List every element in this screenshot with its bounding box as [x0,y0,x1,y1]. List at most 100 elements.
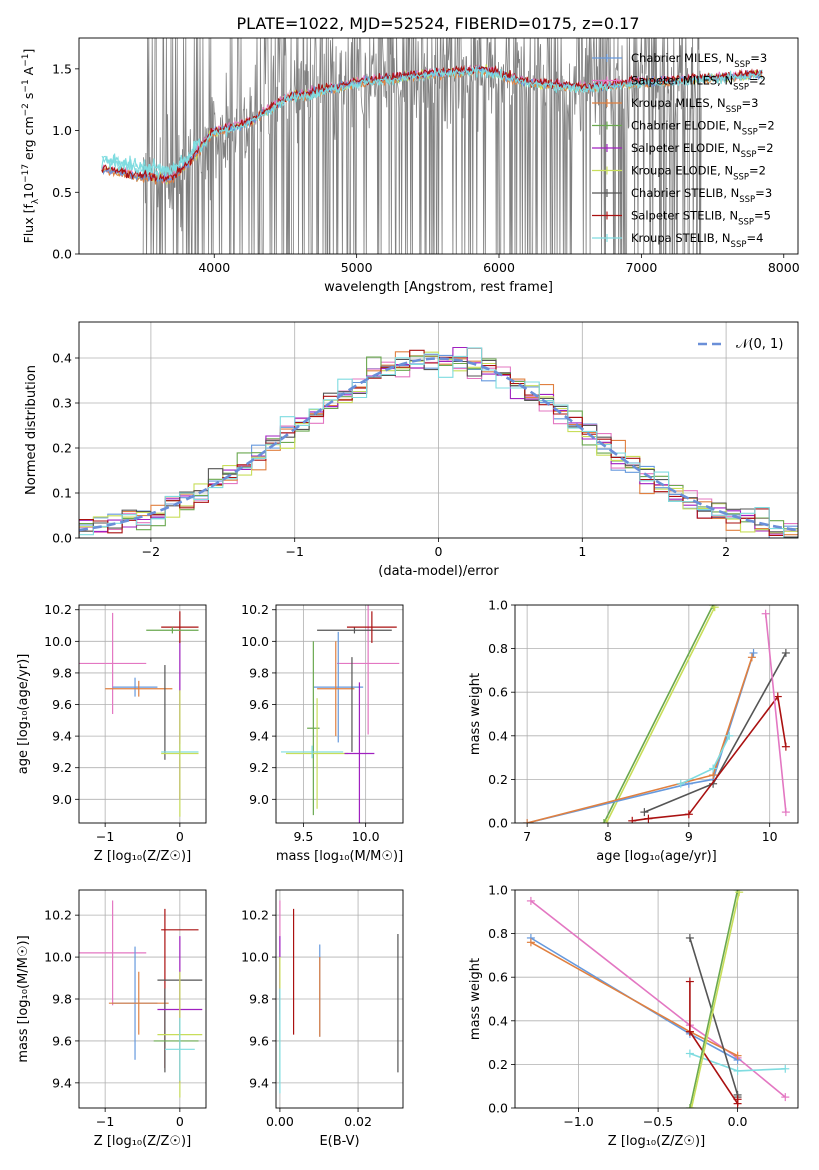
legend-name: Kroupa MILES [631,96,710,110]
legend-n-sub: SSP [731,240,747,250]
y-tick-label: 10.0 [44,950,72,965]
y-axis-label-part: ] [21,49,36,54]
axes-frame [78,321,799,539]
legend-n-eq: = [749,164,759,178]
series-layer [101,38,763,254]
plot-area [79,322,798,538]
legend-n-value: 2 [767,119,774,133]
y-tick-label: 9.8 [249,665,269,680]
y-tick-label: 0.6 [488,685,508,700]
y-axis-label-part: erg cm [21,116,36,164]
panel-massweight-vs-age: 7 8 9 10 0.0 0.2 0.4 0.6 0.8 1.0 age [log₁₀(age/yr… [468,598,799,864]
weight-line [526,652,755,823]
legend-entry: Kroupa ELODIE, NSSP=2 [631,164,766,183]
x-axis-label: Z [log₁₀(Z/Z☉)] [94,1134,191,1149]
series-layer [526,890,790,1108]
y-tick-label: 9.2 [52,760,72,775]
errorbar-kroupa-stelib [280,745,344,759]
weight-line [690,892,740,1108]
legend-name: Chabrier STELIB [631,186,723,200]
legend-entry: Kroupa STELIB, NSSP=4 [631,231,763,250]
x-tick-label: −1 [96,1114,114,1129]
x-tick-label: −1.0 [563,1114,593,1129]
y-tick-label: 9.6 [249,1033,269,1048]
y-tick-label: 9.4 [249,729,269,744]
y-tick-label: 9.0 [249,792,269,807]
legend-n-label: , N [725,141,741,155]
plot-area [515,890,798,1108]
y-tick-label: 9.8 [52,665,72,680]
plot-area [101,38,763,254]
y-tick-label: 0.1 [52,486,72,501]
y-tick-label: 10.2 [44,908,72,923]
legend-entry: Salpeter MILES, NSSP=2 [631,74,766,93]
series-layer [280,605,400,823]
axes-frame [78,889,207,1109]
y-tick-label: 1.0 [488,883,508,898]
weight-line [764,613,787,813]
y-axis-label-part: 10 [21,183,36,199]
legend-n-eq: = [750,51,760,65]
weight-line-salpeter-miles [761,609,790,817]
y-tick-label: 10.2 [44,602,72,617]
legend-n-sub: SSP [739,195,755,205]
legend-n-sub: SSP [738,218,754,228]
grid [79,605,206,823]
legend-n-eq: = [754,209,764,223]
legend-n-value: 2 [759,74,766,88]
legend-n-sub: SSP [733,173,749,183]
x-tick-label: 7 [523,829,531,844]
x-axis-label: age [log₁₀(age/yr)] [596,849,717,864]
legend-n-label: , N [722,209,738,223]
y-axis-label-part: −1 [21,54,31,67]
x-tick-label: 2 [722,544,730,559]
panel-age-vs-Z: −1 0 9.0 9.2 9.4 9.6 9.8 10.0 10.2 Z [log₁₀(Z/Z☉)… [16,602,207,864]
weight-line-kroupa-miles [526,938,742,1060]
y-tick-label: 10.2 [241,908,269,923]
x-tick-label: 9 [685,829,693,844]
weight-line-salpeter-stelib [685,977,742,1108]
weight-line-kroupa-elodie [602,605,719,823]
y-tick-label: 0.3 [52,396,72,411]
legend-n-label: , N [715,231,731,245]
x-tick-label: 0 [435,544,443,559]
legend-n-sub: SSP [742,128,758,138]
y-tick-label: 9.4 [52,729,72,744]
y-axis-label: mass [log₁₀(M/M☉)] [16,935,31,1062]
axes-frame [275,604,404,824]
y-tick-label: 0.2 [488,1057,508,1072]
legend-n-value: 3 [751,96,758,110]
axes-frame [275,889,404,1109]
x-tick-label: 4000 [198,260,230,275]
y-tick-label: 9.4 [52,1075,72,1090]
legend-entry: Salpeter ELODIE, NSSP=2 [631,141,774,160]
panel-spectrum: 4000 5000 6000 7000 8000 0.0 0.5 1.0 1.5 waveleng… [21,37,800,295]
errorbar-salpeter-miles [79,612,147,714]
y-tick-label: 9.2 [249,760,269,775]
y-tick-label: 0.8 [488,926,508,941]
panel-mass-vs-EBV: 0.00 0.02 9.4 9.6 9.8 10.0 10.2 E(B-V) [241,889,404,1149]
errorbar-chabrier-stelib [317,627,392,634]
legend-entry: Chabrier STELIB, NSSP=3 [631,186,772,205]
panel-residual-histogram: −2 −1 0 1 2 0.0 0.1 0.2 0.3 0.4 (data-model)/error… [24,321,799,579]
weight-line-chabrier-stelib [685,933,742,1102]
x-tick-label: 5000 [341,260,373,275]
x-tick-label: 10 [762,829,778,844]
weight-line [603,605,714,823]
errorbar-chabrier-miles [112,677,158,697]
legend-n-eq: = [757,141,767,155]
y-tick-label: 0.0 [52,531,72,546]
legend-normal-label: 𝒩(0, 1) [736,337,783,352]
model-spectrum-kroupa-stelib [101,66,763,181]
legend-name: Chabrier MILES [631,51,718,65]
errorbar-kroupa-elodie [161,690,199,817]
legend-name: Salpeter STELIB [631,209,722,223]
legend-entry: Chabrier ELODIE, NSSP=2 [631,119,775,138]
y-tick-label: 9.6 [249,697,269,712]
x-tick-label: 6000 [483,260,515,275]
x-axis-label: wavelength [Angstrom, rest frame] [324,280,553,295]
x-tick-label: 1 [578,544,586,559]
x-tick-label: 8000 [768,260,800,275]
errorbar-kroupa-miles [105,680,173,697]
